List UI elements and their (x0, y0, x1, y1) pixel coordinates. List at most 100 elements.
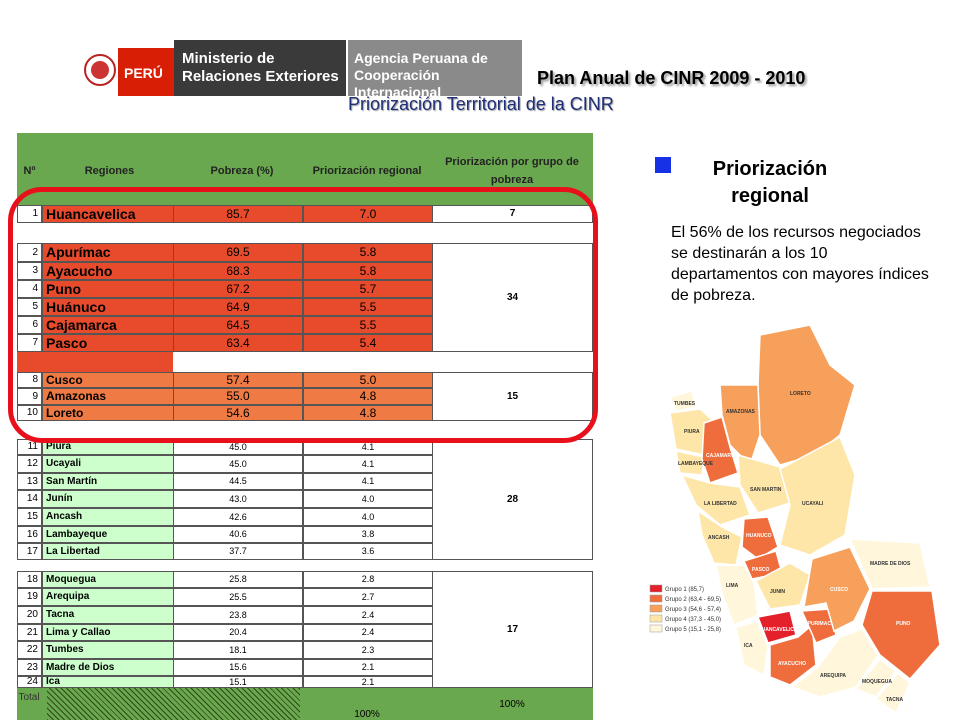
cell-prio-regional: 4.1 (303, 473, 433, 490)
region-huancavelica (756, 610, 797, 644)
cell-region: Ayacucho (42, 262, 177, 280)
cell-n: 2 (17, 243, 42, 262)
cell-n: 23 (17, 659, 42, 676)
label-puno: PUNO (896, 621, 911, 627)
cell-prio-regional: 2.7 (303, 588, 433, 606)
cell-prio-regional: 5.4 (303, 334, 433, 352)
region-arequipa (790, 628, 879, 698)
label-tumbes: TUMBES (674, 401, 696, 407)
region-san-martin (737, 453, 791, 514)
label-ayacucho: AYACUCHO (778, 661, 806, 667)
label-loreto: LORETO (790, 391, 811, 397)
legend-label: Grupo 3 (54,6 - 57,4) (665, 607, 721, 613)
region-apurimac (800, 608, 837, 644)
cell-region: Ucayali (42, 455, 177, 473)
cell-pobreza: 15.6 (173, 659, 303, 676)
highlight-oval (8, 187, 598, 443)
cell-prio-regional: 5.0 (303, 372, 433, 388)
label-pasco: PASCO (752, 567, 770, 573)
label-ucayali: UCAYALI (802, 501, 824, 507)
region-cajamarca (701, 416, 739, 484)
label-ica: ICA (744, 643, 753, 649)
cell-region: Lambayeque (42, 526, 177, 543)
cell-pobreza: 64.5 (173, 316, 303, 334)
cell-pobreza: 55.0 (173, 388, 303, 405)
cell-region: Huánuco (42, 298, 177, 316)
page-subtitle: Priorización Territorial de la CINR (348, 94, 614, 114)
cell-pobreza: 67.2 (173, 280, 303, 298)
cell-prio-regional: 2.3 (303, 641, 433, 659)
cell-n: 16 (17, 526, 42, 543)
cell-n: 4 (17, 280, 42, 298)
square-bullet-icon (655, 157, 671, 173)
cell-prio-regional: 3.6 (303, 543, 433, 560)
cell-prio-regional: 2.1 (303, 659, 433, 676)
cell-prio-regional: 5.8 (303, 243, 433, 262)
cell-region: Lima y Callao (42, 624, 177, 641)
legend-label: Grupo 5 (15,1 - 25,8) (665, 627, 721, 633)
cell-prio-regional: 4.1 (303, 455, 433, 473)
cell-prio-regional: 4.0 (303, 490, 433, 508)
label-lima: LIMA (726, 583, 739, 589)
total-label: Total (18, 692, 40, 703)
col-prio-regional: Priorización regional (312, 165, 422, 177)
cell-n: 7 (17, 334, 42, 352)
cell-pobreza: 23.8 (173, 606, 303, 624)
cell-pobreza: 68.3 (173, 262, 303, 280)
cell-prio-regional: 5.8 (303, 262, 433, 280)
peru-coat-of-arms-logo: PERÚ (78, 40, 174, 96)
cell-region: La Libertad (42, 543, 177, 560)
cell-n: 3 (17, 262, 42, 280)
cell-group-total: 7 (432, 205, 593, 223)
region-tumbes (668, 390, 697, 412)
region-lima (715, 564, 759, 626)
label-junin: JUNIN (770, 589, 785, 595)
cell-pobreza: 18.1 (173, 641, 303, 659)
region-madre-de-dios (848, 538, 931, 590)
page-title: Plan Anual de CINR 2009 - 2010 (537, 68, 806, 88)
legend-label: Grupo 1 (85,7) (665, 587, 704, 593)
region-la-libertad (680, 473, 751, 526)
cell-pobreza: 43.0 (173, 490, 303, 508)
legend-label: Grupo 2 (63,4 - 69,5) (665, 597, 721, 603)
group-separator (17, 421, 593, 439)
cell-pobreza: 57.4 (173, 372, 303, 388)
cell-region: Tacna (42, 606, 177, 624)
label-huancavelica: HUANCAVELICA (758, 627, 798, 633)
region-ica (735, 620, 769, 677)
cell-region: Junín (42, 490, 177, 508)
cell-n: 24 (17, 676, 42, 688)
cell-region: Loreto (42, 405, 177, 421)
cell-pobreza: 42.6 (173, 508, 303, 526)
label-cajamarca: CAJAMARCA (706, 453, 739, 459)
cell-n: 17 (17, 543, 42, 560)
cell-pobreza: 25.5 (173, 588, 303, 606)
cell-pobreza: 37.7 (173, 543, 303, 560)
label-arequipa: AREQUIPA (820, 673, 846, 679)
map-legend: Grupo 1 (85,7) Grupo 2 (63,4 - 69,5) Grupo… (649, 584, 721, 633)
cell-group-total: 34 (432, 243, 593, 352)
cell-region: Pasco (42, 334, 177, 352)
poverty-priority-table: Nº Regiones Pobreza (%) Priorización reg… (17, 133, 593, 720)
cell-group-total: 28 (432, 439, 593, 560)
cell-pobreza: 63.4 (173, 334, 303, 352)
total-group: 100% (499, 699, 525, 710)
logo-ministry: Ministerio de Relaciones Exteriores (174, 40, 346, 96)
group-separator (17, 561, 593, 571)
cell-n: 20 (17, 606, 42, 624)
cell-n: 21 (17, 624, 42, 641)
total-regional: 100% (354, 709, 380, 720)
cell-pobreza: 25.8 (173, 571, 303, 588)
cell-n: 15 (17, 508, 42, 526)
cell-pobreza: 69.5 (173, 243, 303, 262)
cell-prio-regional: 5.7 (303, 280, 433, 298)
logo-peru-text: PERÚ (124, 64, 163, 81)
cell-pobreza: 44.5 (173, 473, 303, 490)
label-tacna: TACNA (886, 697, 904, 703)
cell-pobreza: 20.4 (173, 624, 303, 641)
cell-prio-regional: 2.1 (303, 676, 433, 688)
cell-region: Amazonas (42, 388, 177, 405)
cell-prio-regional: 4.0 (303, 508, 433, 526)
cell-prio-regional: 2.8 (303, 571, 433, 588)
region-cusco (803, 546, 871, 633)
